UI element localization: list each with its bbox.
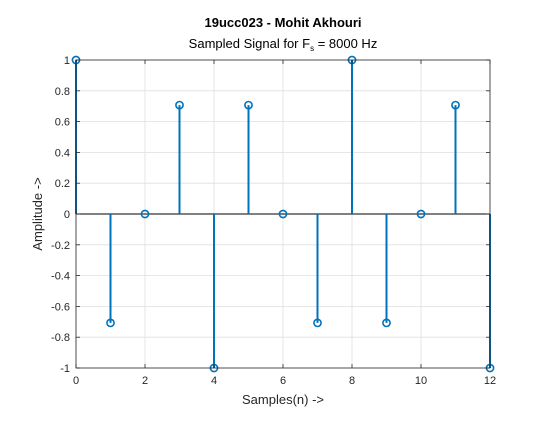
stem-marker [106,318,115,328]
y-tick-label: 1 [64,55,70,67]
y-tick-label: 0.8 [55,86,70,98]
y-tick-label: -0.8 [51,332,70,344]
stem-marker [278,209,288,219]
y-tick-labels: -1 -0.8 -0.6 -0.4 -0.2 0 0.2 0.4 0.6 0.8 1 [51,55,70,375]
y-axis-label: Amplitude -> [30,177,45,250]
y-tick-label: 0.2 [55,178,70,190]
stem-marker [175,100,184,110]
chart-subtitle: Sampled Signal for Fs = 8000 Hz [189,36,378,53]
y-tick-label: -0.2 [51,240,70,252]
x-tick-label: 2 [142,375,148,387]
x-tick-label: 0 [73,375,79,387]
ticks [75,59,491,369]
stem-marker [244,100,253,110]
x-tick-labels: 0 2 4 6 8 10 12 [73,375,496,387]
y-tick-label: -1 [60,363,70,375]
y-tick-label: 0.6 [55,117,70,129]
y-tick-label: 0 [64,209,70,221]
x-tick-label: 12 [484,375,496,387]
x-tick-label: 6 [280,375,286,387]
chart-title: 19ucc023 - Mohit Akhouri [205,15,362,30]
y-tick-label: -0.4 [51,271,70,283]
y-tick-label: 0.4 [55,147,70,159]
x-tick-label: 8 [349,375,355,387]
x-tick-label: 10 [415,375,427,387]
x-axis-label: Samples(n) -> [242,392,324,407]
stem-marker [140,209,150,219]
chart-subtitle-prefix: Sampled Signal for F [189,36,310,51]
stem-marker [416,209,426,219]
chart-subtitle-suffix: = 8000 Hz [314,36,377,51]
chart-subtitle-subscript: s [310,44,314,53]
stem-marker [382,318,391,328]
stem-marker [451,100,460,110]
stem-marker [313,318,322,328]
y-tick-label: -0.6 [51,301,70,313]
x-tick-label: 4 [211,375,217,387]
